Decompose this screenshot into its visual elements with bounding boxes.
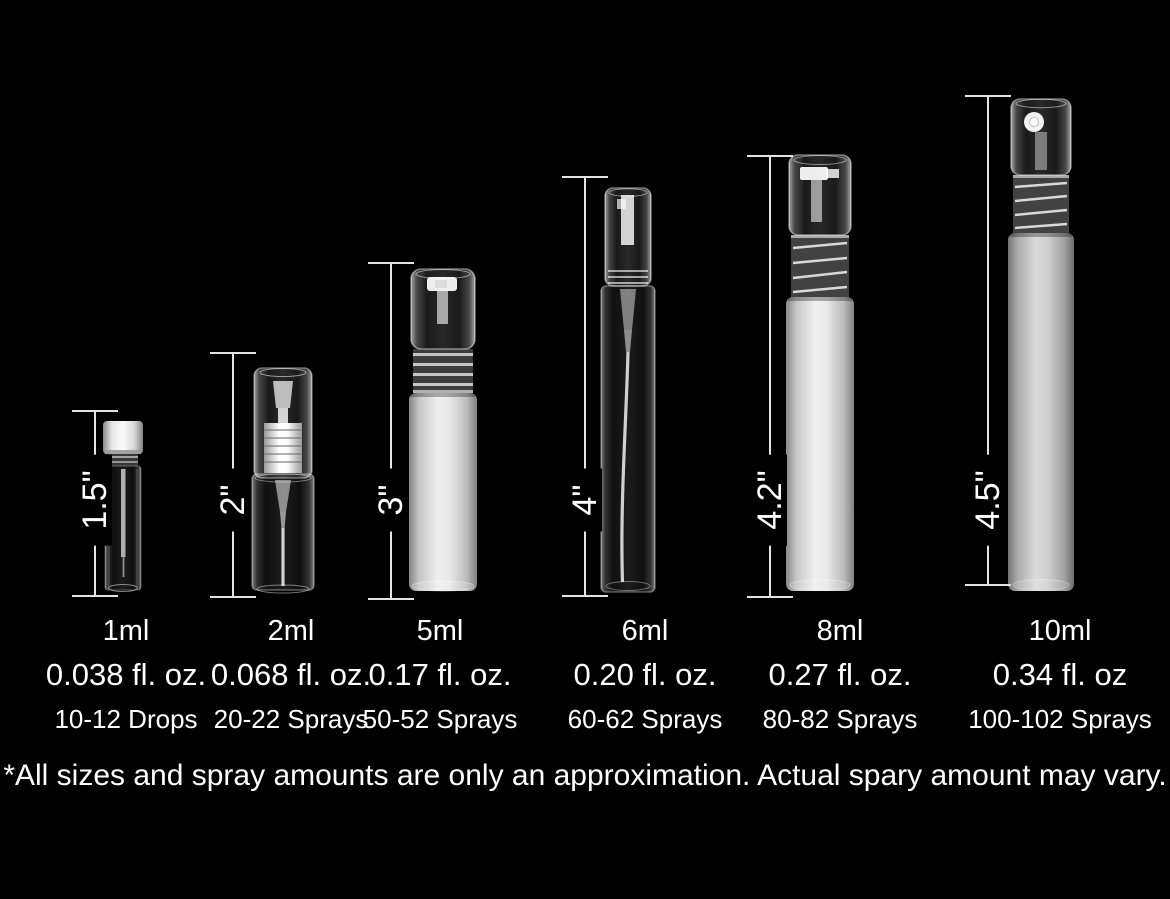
spec-column-5ml: 5ml 0.17 fl. oz. 50-52 Sprays — [362, 615, 518, 734]
volume-label: 10ml — [1028, 615, 1092, 647]
bottle-8ml-photo — [786, 154, 854, 591]
measure-tick-top — [747, 155, 793, 157]
bottle-body — [600, 285, 656, 593]
amount-label: 10-12 Drops — [54, 704, 198, 734]
amount-label: 20-22 Sprays — [213, 704, 369, 734]
volume-label: 6ml — [621, 615, 669, 647]
spec-column-8ml: 8ml 0.27 fl. oz. 80-82 Sprays — [762, 615, 918, 734]
ribbed-collar — [791, 235, 849, 297]
floz-label: 0.038 fl. oz. — [45, 657, 207, 692]
floz-label: 0.27 fl. oz. — [768, 657, 912, 692]
measurement-10ml: 4.5" — [965, 95, 1011, 586]
measure-tick-top — [562, 176, 608, 178]
bottle-base — [411, 580, 475, 592]
bottle-2ml — [250, 366, 316, 596]
bottle-base — [108, 584, 138, 592]
measure-tick-bottom — [965, 584, 1011, 586]
height-label: 3" — [372, 468, 410, 532]
amount-label: 80-82 Sprays — [762, 704, 918, 734]
bottle-2ml-photo — [251, 367, 315, 594]
height-label: 4.5" — [969, 454, 1007, 546]
bottle-base — [1012, 579, 1070, 591]
bottle-cap — [103, 421, 143, 454]
bottle-base — [789, 579, 851, 591]
bottle-10ml-photo — [1008, 98, 1074, 591]
height-label: 4.2" — [751, 454, 789, 546]
measure-tick-top — [72, 410, 118, 412]
dip-tube — [620, 351, 630, 583]
spec-column-6ml: 6ml 0.20 fl. oz. 60-62 Sprays — [567, 615, 723, 734]
measurement-8ml: 4.2" — [747, 155, 793, 598]
bottle-8ml — [783, 153, 857, 596]
spray-pump — [800, 167, 839, 222]
floz-label: 0.068 fl. oz. — [210, 657, 372, 692]
bottle-6ml-photo — [600, 187, 656, 593]
spray-pump — [264, 381, 302, 473]
measure-tick-bottom — [368, 598, 414, 600]
volume-label: 8ml — [816, 615, 864, 647]
measure-tick-bottom — [72, 595, 118, 597]
measure-tick-top — [965, 95, 1011, 97]
spec-column-2ml: 2ml 0.068 fl. oz. 20-22 Sprays — [210, 615, 372, 734]
measure-line — [987, 97, 989, 584]
measure-tick-bottom — [210, 596, 256, 598]
measurement-2ml: 2" — [210, 352, 256, 598]
height-label: 4" — [566, 468, 604, 532]
amount-label: 100-102 Sprays — [968, 704, 1152, 734]
amount-label: 60-62 Sprays — [567, 704, 723, 734]
applicator-rod — [121, 469, 126, 577]
bottle-10ml — [1006, 97, 1076, 597]
volume-label: 1ml — [102, 615, 150, 647]
spray-pump — [1024, 112, 1047, 170]
height-label: 1.5" — [76, 454, 114, 546]
bottle-6ml — [599, 186, 657, 596]
measure-line — [769, 157, 771, 596]
bottle-1ml-photo — [103, 421, 143, 592]
disclaimer-text: *All sizes and spray amounts are only an… — [3, 759, 1167, 792]
ribbed-collar — [413, 349, 473, 393]
spec-column-1ml: 1ml 0.038 fl. oz. 10-12 Drops — [45, 615, 207, 734]
measure-tick-bottom — [747, 596, 793, 598]
bottle-1ml — [101, 421, 145, 596]
measure-line — [390, 264, 392, 598]
bottle-base — [605, 581, 651, 591]
bottle-body — [409, 393, 477, 591]
bottle-body — [786, 297, 854, 591]
spec-column-10ml: 10ml 0.34 fl. oz 100-102 Sprays — [968, 615, 1152, 734]
measure-tick-top — [210, 352, 256, 354]
measure-tick-bottom — [562, 595, 608, 597]
dip-tube — [281, 528, 285, 586]
floz-label: 0.20 fl. oz. — [573, 657, 717, 692]
spray-pump — [608, 195, 648, 284]
volume-label: 5ml — [416, 615, 464, 647]
bottle-neck — [108, 454, 138, 466]
bottle-5ml — [405, 266, 481, 596]
height-label: 2" — [214, 468, 252, 532]
measurement-6ml: 4" — [562, 176, 608, 597]
spray-pump — [427, 277, 457, 324]
floz-label: 0.17 fl. oz. — [368, 657, 512, 692]
measurement-5ml: 3" — [368, 262, 414, 600]
measure-tick-top — [368, 262, 414, 264]
floz-label: 0.34 fl. oz — [992, 657, 1128, 692]
measurement-1ml: 1.5" — [72, 410, 118, 597]
ribbed-collar — [1013, 175, 1069, 233]
amount-label: 50-52 Sprays — [362, 704, 518, 734]
bottle-base — [256, 584, 310, 594]
bottle-5ml-photo — [409, 268, 477, 592]
measure-line — [584, 178, 586, 595]
volume-label: 2ml — [267, 615, 315, 647]
bottle-body — [1008, 233, 1074, 591]
